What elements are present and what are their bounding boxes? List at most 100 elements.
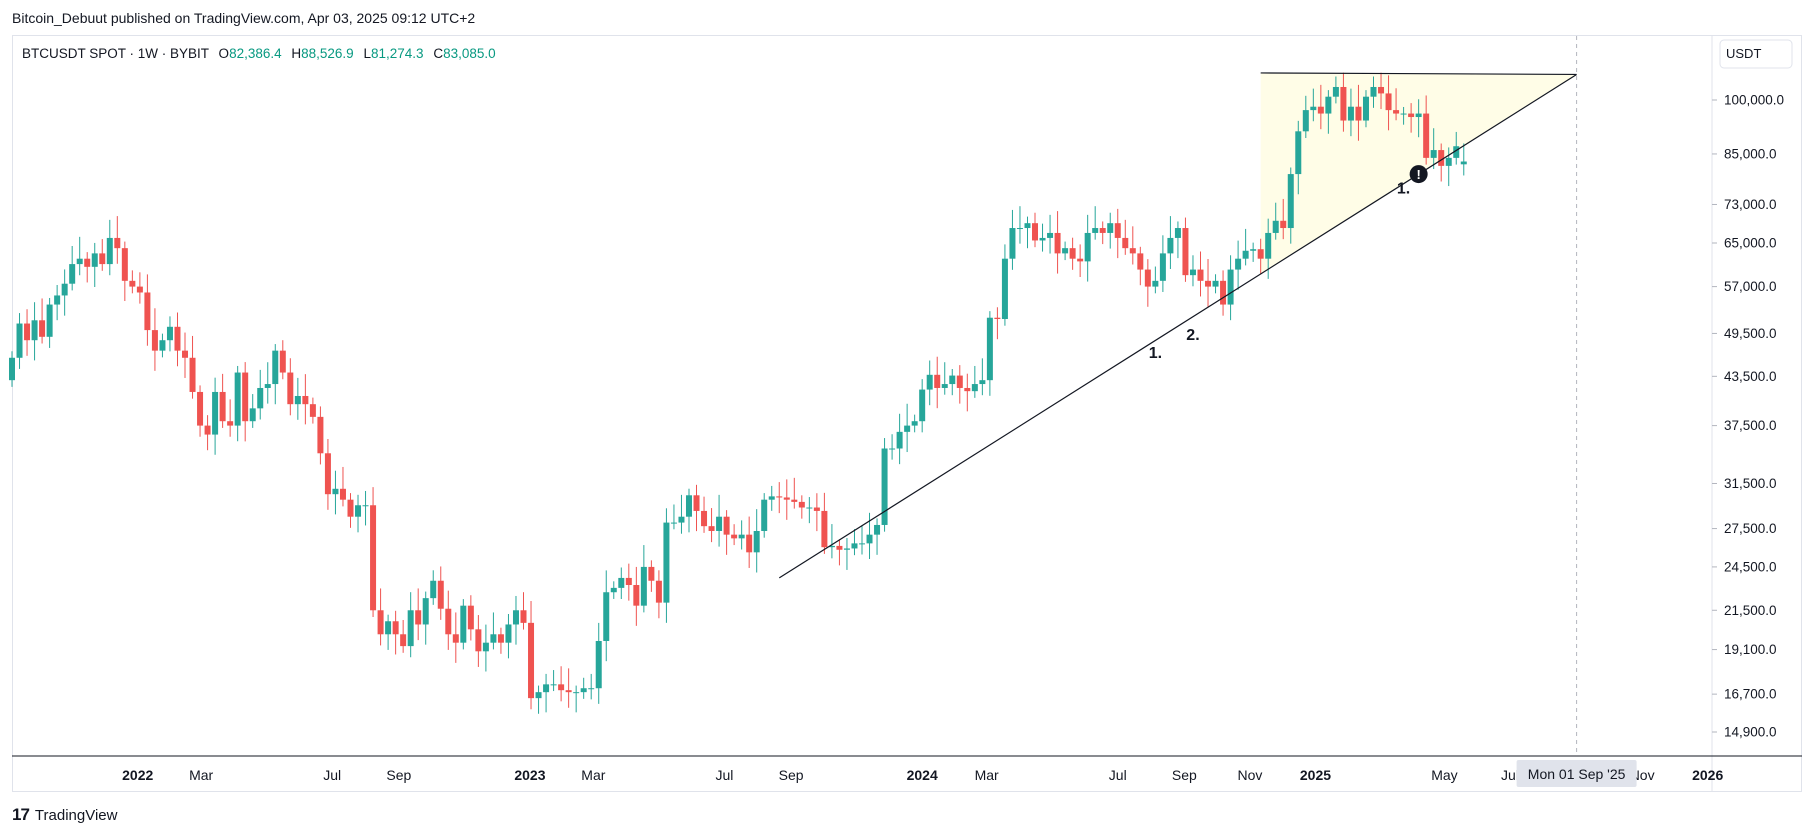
candle-body bbox=[407, 610, 414, 647]
candle bbox=[979, 358, 986, 396]
candle bbox=[505, 614, 512, 659]
candle bbox=[783, 479, 790, 520]
candle-body bbox=[1295, 131, 1302, 175]
candle bbox=[99, 239, 106, 271]
candle bbox=[219, 373, 226, 428]
footer-brand: 17 TradingView bbox=[12, 805, 117, 825]
candle bbox=[610, 581, 617, 599]
candle bbox=[949, 368, 956, 396]
candle bbox=[392, 610, 399, 655]
candle-body bbox=[573, 692, 580, 694]
publisher-header: Bitcoin_Debuut published on TradingView.… bbox=[12, 10, 476, 26]
candle-body bbox=[1362, 96, 1369, 121]
candle bbox=[76, 236, 83, 276]
candle bbox=[806, 497, 813, 524]
alert-marker: ! bbox=[1409, 165, 1428, 184]
candle bbox=[919, 379, 926, 433]
candle bbox=[716, 494, 723, 547]
candle-body bbox=[640, 566, 647, 606]
candle-body bbox=[24, 323, 31, 341]
candle bbox=[197, 385, 204, 437]
candle-body bbox=[309, 404, 316, 417]
candle-body bbox=[828, 545, 835, 548]
candle-body bbox=[1099, 228, 1106, 233]
candle bbox=[550, 670, 557, 692]
candle bbox=[1362, 90, 1369, 128]
candle bbox=[467, 595, 474, 641]
chart-frame[interactable] bbox=[12, 35, 1802, 792]
candle bbox=[1054, 211, 1061, 274]
candle-body bbox=[347, 499, 354, 517]
candle bbox=[723, 510, 730, 555]
candle bbox=[1423, 95, 1430, 165]
candle bbox=[904, 403, 911, 453]
candle bbox=[753, 509, 760, 573]
resistance-line bbox=[1260, 72, 1577, 76]
candle bbox=[1227, 255, 1234, 321]
candle-body bbox=[1220, 280, 1227, 305]
candle bbox=[1016, 206, 1023, 244]
wave-label: 1. bbox=[1149, 345, 1162, 362]
candle-body bbox=[1430, 150, 1437, 158]
candle bbox=[151, 308, 158, 371]
candle bbox=[1430, 128, 1437, 170]
candle bbox=[580, 677, 587, 699]
candle bbox=[1137, 246, 1144, 286]
candle bbox=[1189, 255, 1196, 287]
candle bbox=[1001, 244, 1008, 326]
candle bbox=[1257, 238, 1264, 275]
candle-body bbox=[1280, 220, 1287, 229]
candle bbox=[1250, 242, 1257, 262]
candle-body bbox=[182, 350, 189, 358]
candle-body bbox=[1129, 248, 1136, 254]
candle-body bbox=[1317, 106, 1324, 114]
candle-body bbox=[1257, 249, 1264, 259]
candle-body bbox=[234, 372, 241, 426]
candle-body bbox=[197, 391, 204, 426]
candle-body bbox=[768, 496, 775, 500]
candle-body bbox=[16, 323, 23, 358]
candle bbox=[603, 570, 610, 662]
candle bbox=[437, 566, 444, 620]
candle-body bbox=[670, 522, 677, 524]
symbol-label[interactable]: BTCUSDT SPOT · 1W · BYBIT bbox=[22, 46, 209, 61]
candle-body bbox=[919, 389, 926, 422]
time-tick-label: Nov bbox=[1237, 767, 1262, 783]
candle-body bbox=[392, 621, 399, 635]
candle-body bbox=[971, 384, 978, 392]
candle bbox=[663, 508, 670, 623]
candle-body bbox=[332, 488, 339, 495]
candle bbox=[889, 434, 896, 460]
candle-body bbox=[204, 425, 211, 435]
candle-body bbox=[603, 592, 610, 641]
candle bbox=[1302, 95, 1309, 139]
candle bbox=[430, 570, 437, 605]
candle-body bbox=[385, 621, 392, 635]
candle bbox=[761, 493, 768, 538]
candle bbox=[543, 673, 550, 713]
candle-body bbox=[166, 326, 173, 341]
candle bbox=[1272, 202, 1279, 240]
candle-body bbox=[9, 357, 15, 381]
candle-body bbox=[91, 253, 98, 267]
candle-body bbox=[565, 690, 572, 693]
candle bbox=[166, 316, 173, 352]
brand-name: TradingView bbox=[34, 806, 118, 824]
candle bbox=[874, 518, 881, 555]
candle-body bbox=[1084, 232, 1091, 262]
candle bbox=[1212, 274, 1219, 294]
candle bbox=[159, 333, 166, 358]
time-tick-label: Sep bbox=[779, 767, 804, 783]
candle-body bbox=[1287, 174, 1294, 229]
candle-body bbox=[859, 543, 865, 545]
candle bbox=[520, 592, 527, 630]
candle bbox=[1280, 198, 1287, 240]
price-tick-label: 16,700.0 bbox=[1724, 687, 1777, 702]
time-tick-label: Sep bbox=[1172, 767, 1197, 783]
candle bbox=[31, 302, 38, 361]
candle-body bbox=[731, 534, 738, 539]
candle bbox=[926, 360, 933, 406]
candle-body bbox=[558, 684, 565, 691]
candle bbox=[964, 373, 971, 412]
